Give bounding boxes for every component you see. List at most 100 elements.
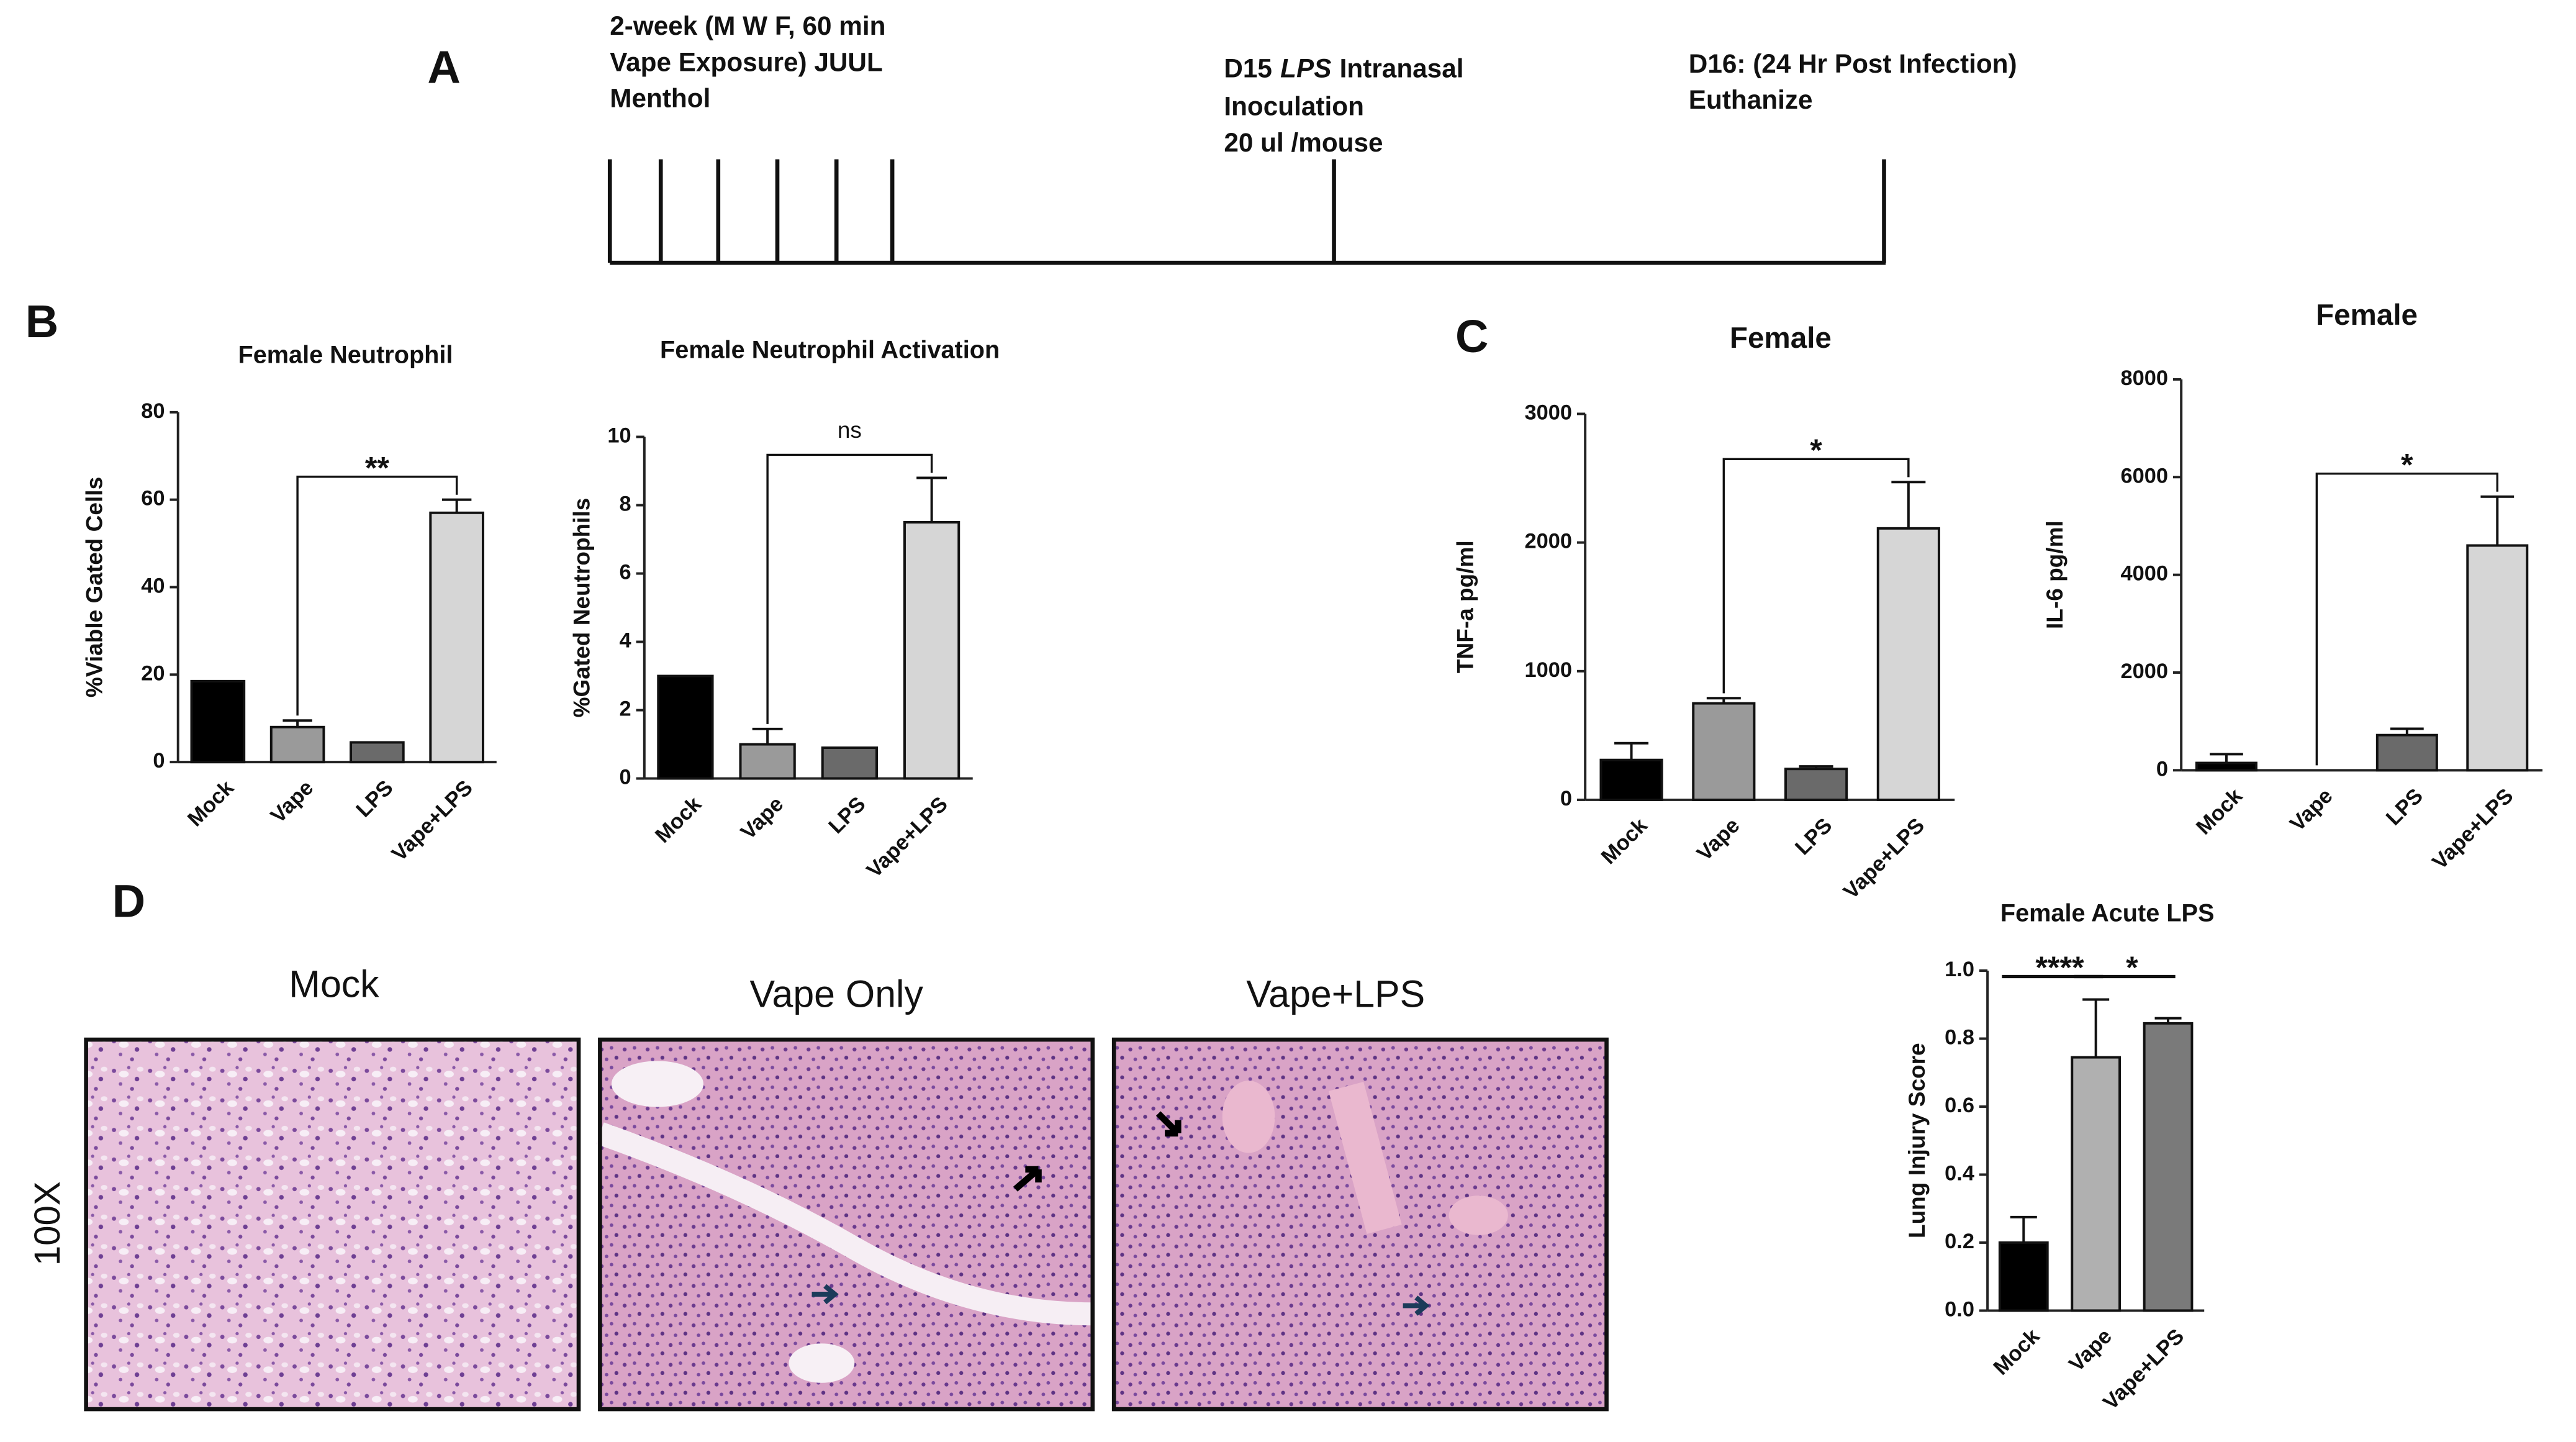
bar [1784, 768, 1848, 801]
significance-label: * [2126, 950, 2138, 985]
error-bar [2480, 495, 2515, 546]
timeline-text: Inoculation [1224, 92, 1364, 121]
bar [350, 741, 405, 764]
image-label: Vape Only [749, 973, 923, 1015]
bar [657, 674, 714, 780]
timeline-text: 20 ul /mouse [1224, 128, 1383, 157]
bar [269, 725, 325, 764]
error-bar [2210, 753, 2243, 763]
x-tick-label: LPS [351, 776, 397, 822]
error-bar [2010, 1215, 2037, 1243]
timeline-text: 2-week (M W F, 60 min [610, 11, 885, 40]
bar [2375, 733, 2438, 772]
bar [903, 521, 960, 780]
timeline-text: D16: (24 Hr Post Infection) [1689, 49, 2017, 78]
bar [1876, 527, 1940, 801]
x-tick-label: Vape [266, 776, 319, 828]
y-tick-label: 2000 [2121, 660, 2168, 683]
y-tick-label: 2 [620, 697, 631, 721]
y-tick-label: 4000 [2121, 562, 2168, 586]
timeline-text: D15 [1224, 54, 1272, 83]
y-tick-label: 0.6 [1945, 1094, 1974, 1117]
x-tick-label: Vape+LPS [1839, 814, 1929, 904]
y-tick-label: 0 [153, 749, 165, 773]
y-tick-label: 40 [141, 574, 165, 598]
chart-title: Female Acute LPS [2000, 900, 2215, 927]
error-bar [282, 719, 312, 727]
timeline-text: Menthol [610, 83, 710, 112]
y-tick-label: 2000 [1525, 530, 1572, 553]
y-tick-label: 10 [607, 424, 631, 448]
bar [739, 743, 796, 780]
timeline [607, 159, 1886, 265]
bar [1599, 758, 1663, 801]
timeline-text: Vape Exposure) JUUL [610, 47, 883, 76]
y-tick-label: 0.0 [1945, 1298, 1974, 1322]
bar [2466, 544, 2529, 772]
x-tick-label: Vape [1692, 814, 1745, 866]
y-tick-label: 0.4 [1945, 1162, 1974, 1186]
y-axis-label: %Viable Gated Cells [81, 477, 107, 697]
y-axis-label: IL-6 pg/ml [2041, 520, 2068, 629]
bar [429, 511, 484, 764]
micrograph [84, 1037, 581, 1412]
micrograph [596, 1037, 1095, 1412]
y-tick-label: 3000 [1525, 401, 1572, 425]
panel-label: D [112, 876, 145, 927]
bar [2143, 1022, 2194, 1312]
x-tick-label: LPS [1791, 814, 1837, 859]
error-bar [2154, 1017, 2182, 1023]
y-tick-label: 6000 [2121, 464, 2168, 487]
x-tick-label: LPS [2382, 784, 2428, 830]
y-tick-label: 4 [620, 629, 631, 653]
timeline-text: Intranasal [1340, 54, 1464, 83]
chart-title: Female [2316, 299, 2418, 332]
y-tick-label: 1.0 [1945, 958, 1974, 981]
significance-bracket [2315, 472, 2499, 766]
x-tick-label: Vape+LPS [387, 776, 477, 866]
y-tick-label: 8000 [2121, 366, 2168, 390]
magnification-label: 100X [27, 1181, 68, 1266]
error-bar [1891, 481, 1926, 528]
error-bar [441, 498, 472, 513]
y-tick-label: 80 [141, 399, 165, 423]
y-axis-label: %Gated Neutrophils [569, 498, 595, 718]
timeline-text: Euthanize [1689, 85, 1813, 114]
x-tick-label: Vape [2064, 1325, 2117, 1377]
y-tick-label: 20 [141, 661, 165, 685]
x-tick-label: LPS [824, 792, 870, 838]
x-tick-label: Mock [1989, 1324, 2045, 1380]
significance-bracket [766, 453, 933, 724]
y-tick-label: 0 [2156, 757, 2168, 781]
y-tick-label: 8 [620, 492, 631, 516]
bar [2071, 1056, 2122, 1312]
significance-label: **** [2035, 950, 2084, 985]
chart-title: Female Neutrophil Activation [660, 336, 1000, 363]
x-tick-label: Mock [651, 792, 707, 848]
bar [190, 679, 246, 764]
y-axis-label: TNF-a pg/ml [1452, 540, 1478, 673]
image-label: Vape+LPS [1246, 973, 1425, 1015]
significance-bracket [1722, 458, 1910, 694]
y-tick-label: 0 [1560, 787, 1572, 810]
x-tick-label: Vape [2285, 784, 2338, 837]
chart-title: Female Neutrophil [238, 341, 453, 368]
chart-title: Female [1730, 322, 1832, 355]
micrograph [1111, 1037, 1609, 1412]
error-bar [1799, 765, 1833, 769]
significance-label: ns [838, 417, 862, 443]
significance-label: * [2401, 447, 2413, 482]
y-axis-label: Lung Injury Score [1904, 1043, 1930, 1238]
error-bar [916, 476, 947, 522]
y-tick-label: 6 [620, 561, 631, 584]
y-tick-label: 60 [141, 487, 165, 510]
error-bar [1706, 697, 1741, 704]
x-tick-label: Mock [1597, 814, 1653, 869]
bar [1998, 1241, 2049, 1312]
significance-bracket [296, 475, 458, 716]
x-tick-label: Vape+LPS [862, 792, 952, 882]
error-bar [752, 727, 783, 745]
bar [821, 746, 878, 780]
x-tick-label: Mock [2192, 784, 2248, 840]
